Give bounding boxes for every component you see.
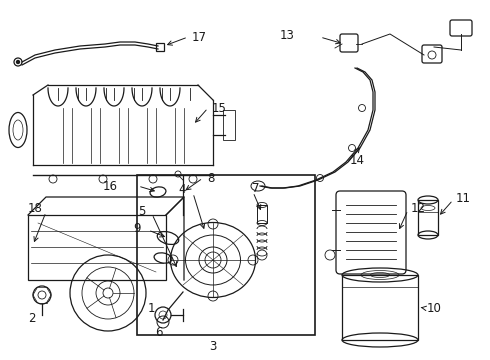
Text: 11: 11 <box>456 192 471 204</box>
Text: 13: 13 <box>280 28 295 41</box>
Text: 2: 2 <box>28 311 35 324</box>
Text: 9: 9 <box>133 221 141 234</box>
Text: 7: 7 <box>252 181 260 194</box>
Bar <box>257 205 267 223</box>
Text: 17: 17 <box>192 31 207 44</box>
Text: 15: 15 <box>212 102 227 114</box>
Circle shape <box>17 60 20 63</box>
Bar <box>156 43 164 51</box>
Text: 3: 3 <box>209 340 217 353</box>
Bar <box>342 275 418 340</box>
Text: 5: 5 <box>138 204 145 217</box>
Text: 16: 16 <box>103 180 118 193</box>
Text: 6: 6 <box>155 325 163 338</box>
Text: 4: 4 <box>178 183 186 195</box>
Text: 10: 10 <box>427 302 442 315</box>
Text: 1: 1 <box>148 302 155 315</box>
Text: 8: 8 <box>207 171 215 185</box>
Text: 12: 12 <box>411 202 426 215</box>
Text: 18: 18 <box>28 202 43 215</box>
Text: 14: 14 <box>350 153 365 166</box>
Bar <box>137 175 315 335</box>
Bar <box>418 200 438 235</box>
Bar <box>28 215 166 280</box>
Bar <box>223 110 235 140</box>
